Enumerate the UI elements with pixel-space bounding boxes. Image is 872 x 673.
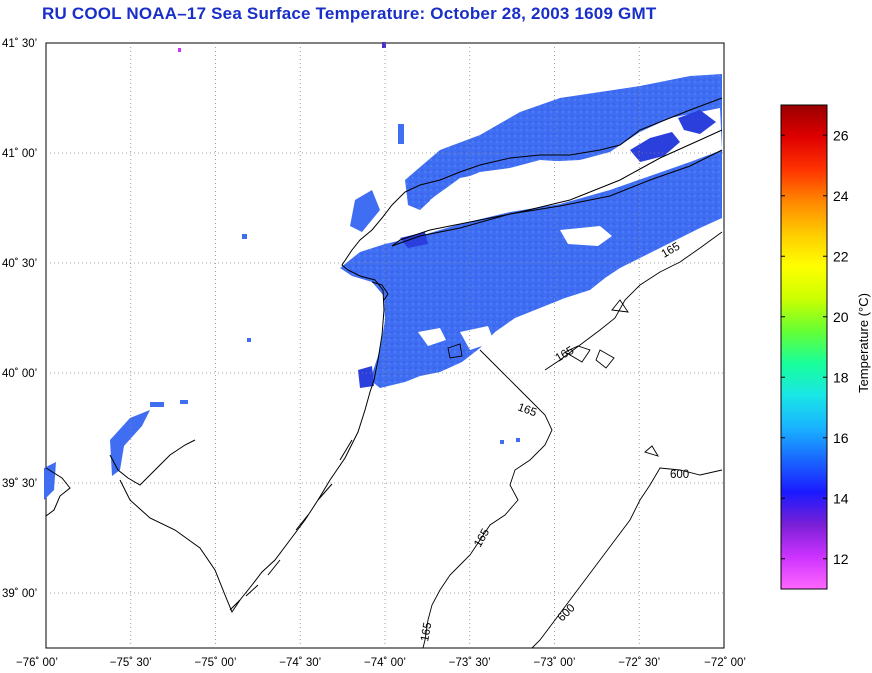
colorbar-tick-label: 20 [833, 309, 849, 325]
map-title: RU COOL NOAA–17 Sea Surface Temperature:… [42, 4, 657, 23]
lon-tick-label: −74˚ 30’ [279, 657, 321, 669]
lat-tick-label: 40˚ 30’ [2, 258, 37, 270]
lat-tick-label: 39˚ 30’ [2, 478, 37, 490]
lon-tick-label: −73˚ 30’ [449, 657, 491, 669]
isobath-165-east [544, 231, 723, 371]
lat-tick-label: 39˚ 00’ [2, 588, 37, 600]
lat-tick-label: 41˚ 00’ [2, 148, 37, 160]
latitude-labels: 41˚ 30’ 41˚ 00’ 40˚ 30’ 40˚ 00’ 39˚ 30’ 39˚ 0… [2, 38, 37, 600]
coastline [45, 97, 723, 614]
colorbar-tick-label: 14 [833, 490, 849, 506]
colorbar-tick-label: 22 [833, 248, 849, 264]
lat-tick-label: 40˚ 00’ [2, 368, 37, 380]
colorbar-tick-label: 24 [833, 188, 849, 204]
lon-tick-label: −76˚ 00’ [16, 657, 58, 669]
colorbar-tick-label: 12 [833, 551, 849, 567]
colorbar: 12 14 16 18 20 22 24 26 Temperature (°C) [780, 104, 871, 590]
sst-region-north-sound [405, 74, 722, 210]
lon-tick-label: −72˚ 30’ [618, 657, 660, 669]
colorbar-ticks: 12 14 16 18 20 22 24 26 [781, 127, 849, 567]
colorbar-tick-label: 26 [833, 127, 849, 143]
sst-region-ny-bight [340, 150, 722, 388]
isobath-label: 165 [419, 622, 434, 643]
lat-tick-label: 41˚ 30’ [2, 38, 37, 50]
isobath-600 [531, 467, 723, 649]
graticule [46, 43, 724, 648]
colorbar-title: Temperature (°C) [856, 293, 871, 393]
lon-tick-label: −74˚ 00’ [364, 657, 406, 669]
sst-data-layer [44, 42, 722, 500]
colorbar-tick-label: 16 [833, 430, 849, 446]
colorbar-tick-label: 18 [833, 369, 849, 385]
isobaths [422, 231, 723, 649]
isobath-label: 600 [670, 469, 689, 481]
lon-tick-label: −75˚ 30’ [110, 657, 152, 669]
lon-tick-label: −75˚ 00’ [195, 657, 237, 669]
lon-tick-label: −72˚ 00’ [704, 657, 746, 669]
colorbar-gradient [780, 104, 828, 590]
longitude-labels: −76˚ 00’ −75˚ 30’ −75˚ 00’ −74˚ 30’ −74˚ 00’… [16, 657, 746, 669]
lon-tick-label: −73˚ 00’ [534, 657, 576, 669]
isobath-165 [422, 349, 553, 649]
